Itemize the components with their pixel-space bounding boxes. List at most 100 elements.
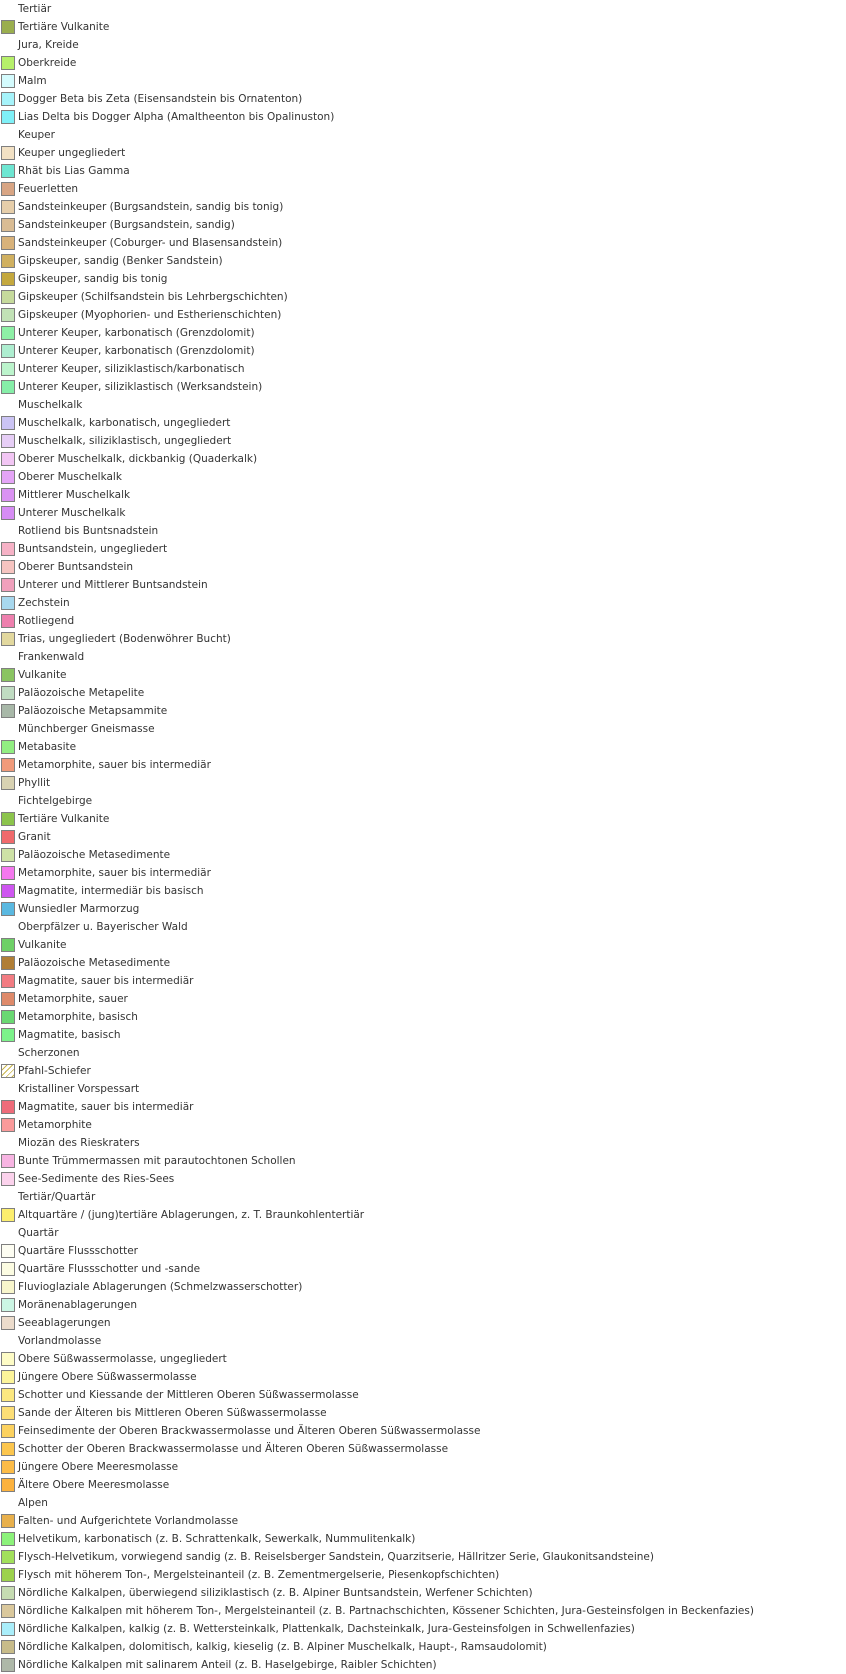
legend-color-swatch [1,1604,15,1618]
legend-item-label: Muschelkalk, karbonatisch, ungegliedert [18,417,231,429]
legend-color-swatch [1,1028,15,1042]
legend-color-swatch [1,1298,15,1312]
legend-item: Quartäre Flussschotter [0,1242,846,1260]
legend-color-swatch [1,56,15,70]
legend-color-swatch [1,254,15,268]
legend-color-swatch [1,488,15,502]
legend-item: Paläozoische Metapsammite [0,702,846,720]
legend-item-label: Helvetikum, karbonatisch (z. B. Schratte… [18,1533,416,1545]
legend-color-swatch [1,938,15,952]
legend-item-label: Oberer Buntsandstein [18,561,134,573]
legend-spacer [1,38,15,52]
legend-item-label: Buntsandstein, ungegliedert [18,543,168,555]
legend-item-label: Wunsiedler Marmorzug [18,903,140,915]
legend-item: Gipskeuper (Myophorien- und Estheriensch… [0,306,846,324]
legend-item: Oberer Buntsandstein [0,558,846,576]
legend-group-label: Kristalliner Vorspessart [18,1083,140,1095]
legend-item: Rhät bis Lias Gamma [0,162,846,180]
legend-color-swatch [1,1460,15,1474]
legend-item-label: Nördliche Kalkalpen mit salinarem Anteil… [18,1659,437,1671]
legend-item: Vulkanite [0,936,846,954]
legend-group-label: Oberpfälzer u. Bayerischer Wald [18,921,188,933]
legend-color-swatch [1,1100,15,1114]
legend-item-label: Lias Delta bis Dogger Alpha (Amaltheento… [18,111,335,123]
legend-color-swatch [1,1514,15,1528]
legend-group-heading: Jura, Kreide [0,36,846,54]
legend-item: Trias, ungegliedert (Bodenwöhrer Bucht) [0,630,846,648]
legend-item-label: Quartäre Flussschotter und -sande [18,1263,201,1275]
legend-item: Falten- und Aufgerichtete Vorlandmolasse [0,1512,846,1530]
legend-item-label: Flysch-Helvetikum, vorwiegend sandig (z.… [18,1551,654,1563]
legend-item-label: Gipskeuper (Schilfsandstein bis Lehrberg… [18,291,288,303]
legend-item-label: Phyllit [18,777,51,789]
legend-item: Jüngere Obere Meeresmolasse [0,1458,846,1476]
legend-item-label: Unterer Muschelkalk [18,507,126,519]
legend-color-swatch [1,1568,15,1582]
legend-color-swatch [1,596,15,610]
legend-item: Granit [0,828,846,846]
legend-group-heading: Fichtelgebirge [0,792,846,810]
legend-item-label: Pfahl-Schiefer [18,1065,91,1077]
legend-item: Jüngere Obere Süßwassermolasse [0,1368,846,1386]
legend-item: Muschelkalk, karbonatisch, ungegliedert [0,414,846,432]
legend-item-label: Unterer Keuper, siliziklastisch (Werksan… [18,381,263,393]
legend-item: Keuper ungegliedert [0,144,846,162]
legend-group-label: Münchberger Gneismasse [18,723,155,735]
legend-group-heading: Rotliend bis Buntsnadstein [0,522,846,540]
legend-item-label: Tertiäre Vulkanite [18,813,110,825]
legend-color-swatch [1,1316,15,1330]
legend-item: Mittlerer Muschelkalk [0,486,846,504]
legend-color-swatch [1,236,15,250]
legend-item-label: Paläozoische Metapelite [18,687,145,699]
legend-item-label: Gipskeuper (Myophorien- und Estheriensch… [18,309,282,321]
legend-group-heading: Oberpfälzer u. Bayerischer Wald [0,918,846,936]
legend-spacer [1,1496,15,1510]
legend-spacer [1,1082,15,1096]
legend-item-label: Muschelkalk, siliziklastisch, ungegliede… [18,435,232,447]
legend-group-heading: Vorlandmolasse [0,1332,846,1350]
legend-item-label: Moränenablagerungen [18,1299,137,1311]
legend-item-label: Metamorphite, sauer bis intermediär [18,759,211,771]
legend-color-swatch [1,146,15,160]
legend-item-label: Paläozoische Metapsammite [18,705,168,717]
legend-color-swatch [1,380,15,394]
legend-item: Sandsteinkeuper (Burgsandstein, sandig b… [0,198,846,216]
legend-item-label: Unterer Keuper, karbonatisch (Grenzdolom… [18,345,255,357]
legend-item-label: Oberkreide [18,57,77,69]
legend-color-swatch [1,506,15,520]
legend-item-label: Unterer Keuper, karbonatisch (Grenzdolom… [18,327,255,339]
legend-group-heading: Tertiär [0,0,846,18]
legend-group-label: Vorlandmolasse [18,1335,102,1347]
legend-spacer [1,1334,15,1348]
legend-item-label: Bunte Trümmermassen mit parautochtonen S… [18,1155,296,1167]
legend-spacer [1,1226,15,1240]
legend-color-swatch [1,290,15,304]
legend-group-label: Keuper [18,129,55,141]
legend-item: Magmatite, basisch [0,1026,846,1044]
legend-item-label: Metabasite [18,741,77,753]
legend-item-label: Oberer Muschelkalk, dickbankig (Quaderka… [18,453,258,465]
legend-item-label: Unterer Keuper, siliziklastisch/karbonat… [18,363,245,375]
legend-color-swatch [1,1442,15,1456]
legend-color-swatch [1,830,15,844]
legend-item: Nördliche Kalkalpen, überwiegend silizik… [0,1584,846,1602]
legend-item: Zechstein [0,594,846,612]
legend-item: Buntsandstein, ungegliedert [0,540,846,558]
legend-item: Vulkanite [0,666,846,684]
legend-group-heading: Tertiär/Quartär [0,1188,846,1206]
legend-color-swatch [1,1586,15,1600]
legend-item-label: Feinsedimente der Oberen Brackwassermola… [18,1425,481,1437]
legend-item: Lias Delta bis Dogger Alpha (Amaltheento… [0,108,846,126]
legend-group-label: Quartär [18,1227,59,1239]
legend-color-swatch [1,884,15,898]
legend-color-swatch [1,272,15,286]
legend-item: Unterer Keuper, karbonatisch (Grenzdolom… [0,342,846,360]
legend-item-label: Schotter der Oberen Brackwassermolasse u… [18,1443,449,1455]
legend-item: Sandsteinkeuper (Burgsandstein, sandig) [0,216,846,234]
legend-item: Nördliche Kalkalpen mit salinarem Anteil… [0,1656,846,1674]
legend-item: Bunte Trümmermassen mit parautochtonen S… [0,1152,846,1170]
legend-color-swatch [1,182,15,196]
legend-item-label: Seeablagerungen [18,1317,111,1329]
legend-color-swatch [1,1406,15,1420]
